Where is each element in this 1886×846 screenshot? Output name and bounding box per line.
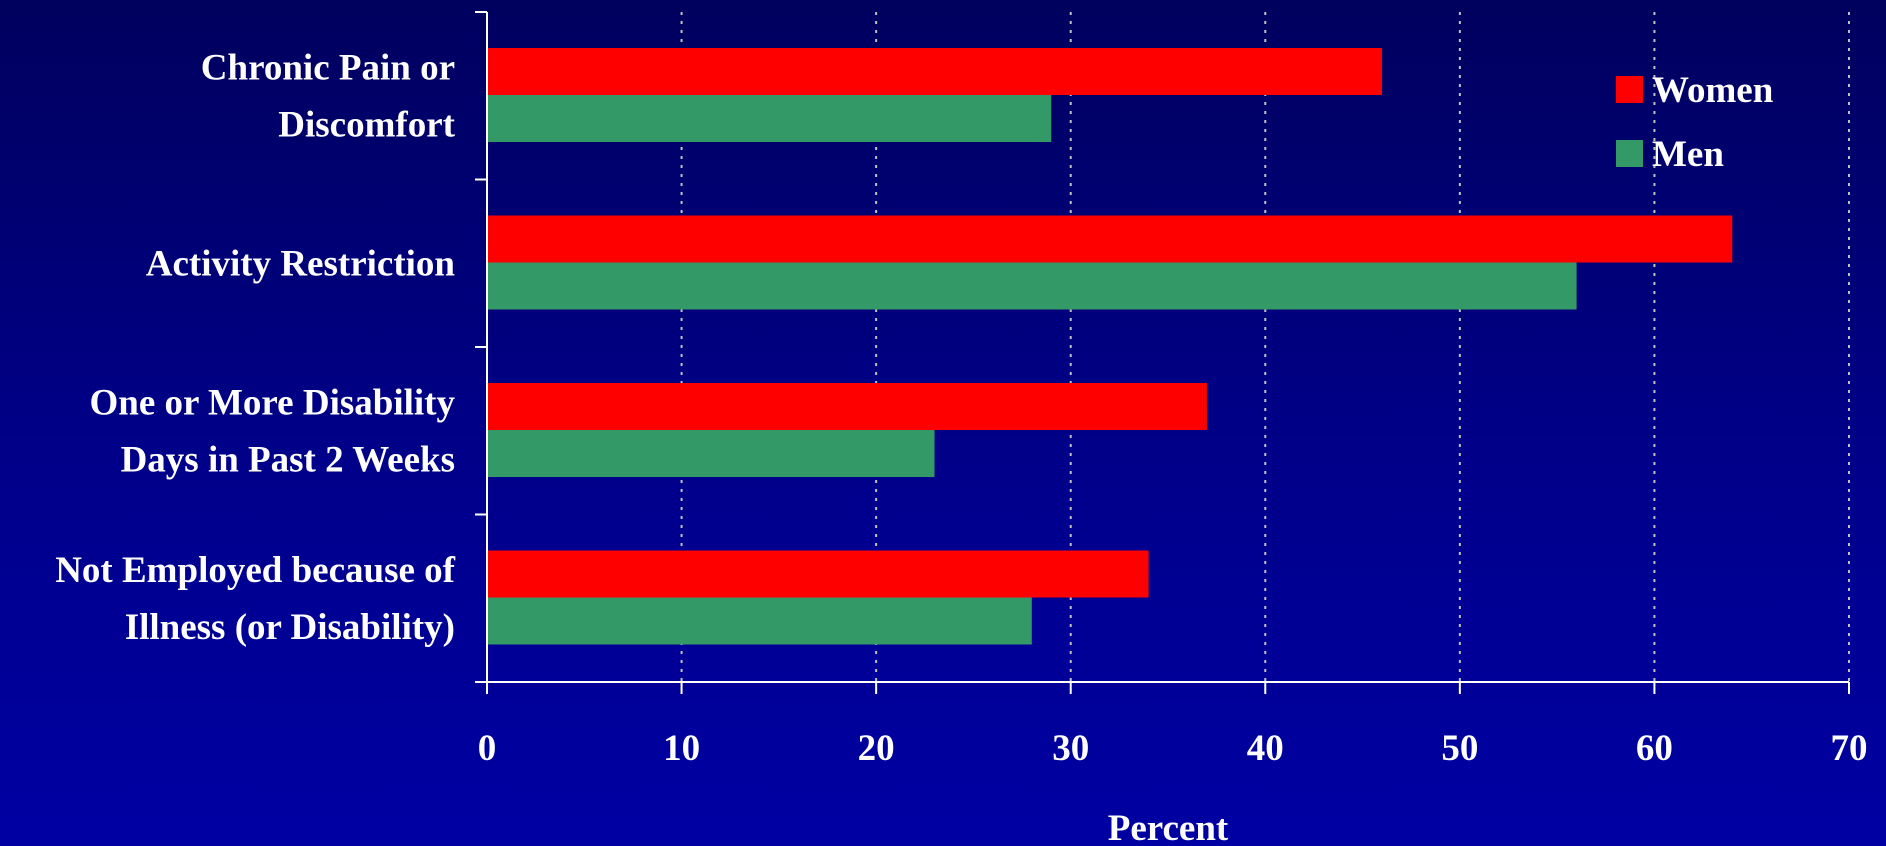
x-tick-labels: 0 10 20 30 40 50 60 70 <box>478 728 1868 769</box>
legend: Women Men <box>1616 70 1774 175</box>
x-tick-label-30: 30 <box>1052 728 1089 769</box>
x-tick-label-20: 20 <box>858 728 895 769</box>
category-label-2-line-1: Days in Past 2 Weeks <box>121 439 455 480</box>
x-tick-label-70: 70 <box>1831 728 1868 769</box>
x-tick-label-50: 50 <box>1441 728 1478 769</box>
category-label-1-line-0: Activity Restriction <box>146 243 456 284</box>
x-axis-title: Percent <box>1108 808 1229 846</box>
category-label-0-line-1: Discomfort <box>278 104 455 145</box>
category-labels: Chronic Pain or Discomfort Activity Restri… <box>55 47 455 648</box>
axes <box>475 11 1850 694</box>
bar-women-0 <box>487 48 1383 95</box>
bar-women-2 <box>487 383 1207 430</box>
bars <box>487 48 1733 645</box>
category-label-3-line-0: Not Employed because of <box>55 550 455 591</box>
category-label-2-line-0: One or More Disability <box>89 382 455 423</box>
category-label-3-line-1: Illness (or Disability) <box>125 607 455 648</box>
bar-women-1 <box>487 215 1733 263</box>
category-label-0-line-0: Chronic Pain or <box>201 47 455 88</box>
x-tick-label-60: 60 <box>1636 728 1673 769</box>
x-tick-label-10: 10 <box>663 728 700 769</box>
bar-men-3 <box>487 597 1032 645</box>
legend-label-women: Women <box>1652 70 1774 111</box>
legend-label-men: Men <box>1652 134 1724 175</box>
bar-women-3 <box>487 550 1149 598</box>
legend-swatch-women <box>1616 76 1643 103</box>
bar-men-1 <box>487 262 1577 310</box>
legend-swatch-men <box>1616 140 1643 167</box>
bar-men-0 <box>487 95 1052 142</box>
x-tick-label-40: 40 <box>1247 728 1284 769</box>
bar-men-2 <box>487 430 935 477</box>
x-tick-label-0: 0 <box>478 728 497 769</box>
